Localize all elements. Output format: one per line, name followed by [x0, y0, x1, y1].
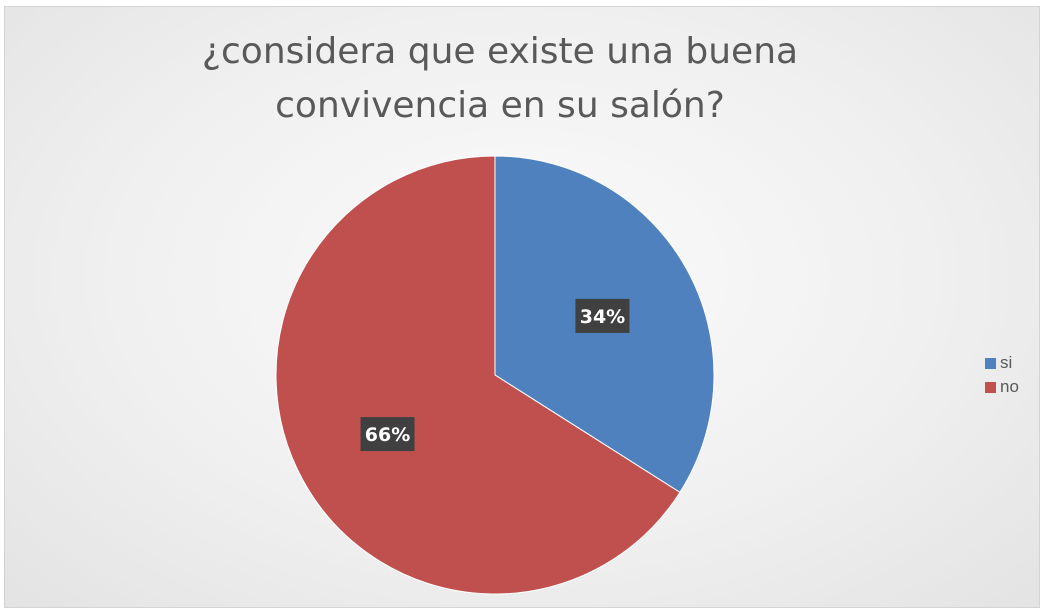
legend-item-no: no — [985, 375, 1019, 399]
legend-item-si: si — [985, 351, 1019, 375]
pie-chart: 34% 66% — [275, 155, 715, 595]
legend-swatch-si — [985, 357, 996, 369]
data-label-si: 34% — [575, 298, 630, 333]
legend: si no — [985, 351, 1019, 399]
legend-swatch-no — [985, 381, 996, 393]
legend-label-si: si — [1000, 353, 1013, 372]
data-label-text: 66% — [365, 424, 410, 446]
chart-area: ¿considera que existe una buena conviven… — [4, 6, 1040, 608]
pie-slice-no — [275, 155, 681, 595]
data-label-box — [360, 417, 415, 452]
data-label-text: 34% — [580, 306, 625, 328]
chart-title: ¿considera que existe una buena conviven… — [201, 31, 799, 126]
legend-label-no: no — [1000, 377, 1019, 396]
data-label-box — [575, 298, 630, 333]
data-label-no: 66% — [360, 417, 415, 452]
